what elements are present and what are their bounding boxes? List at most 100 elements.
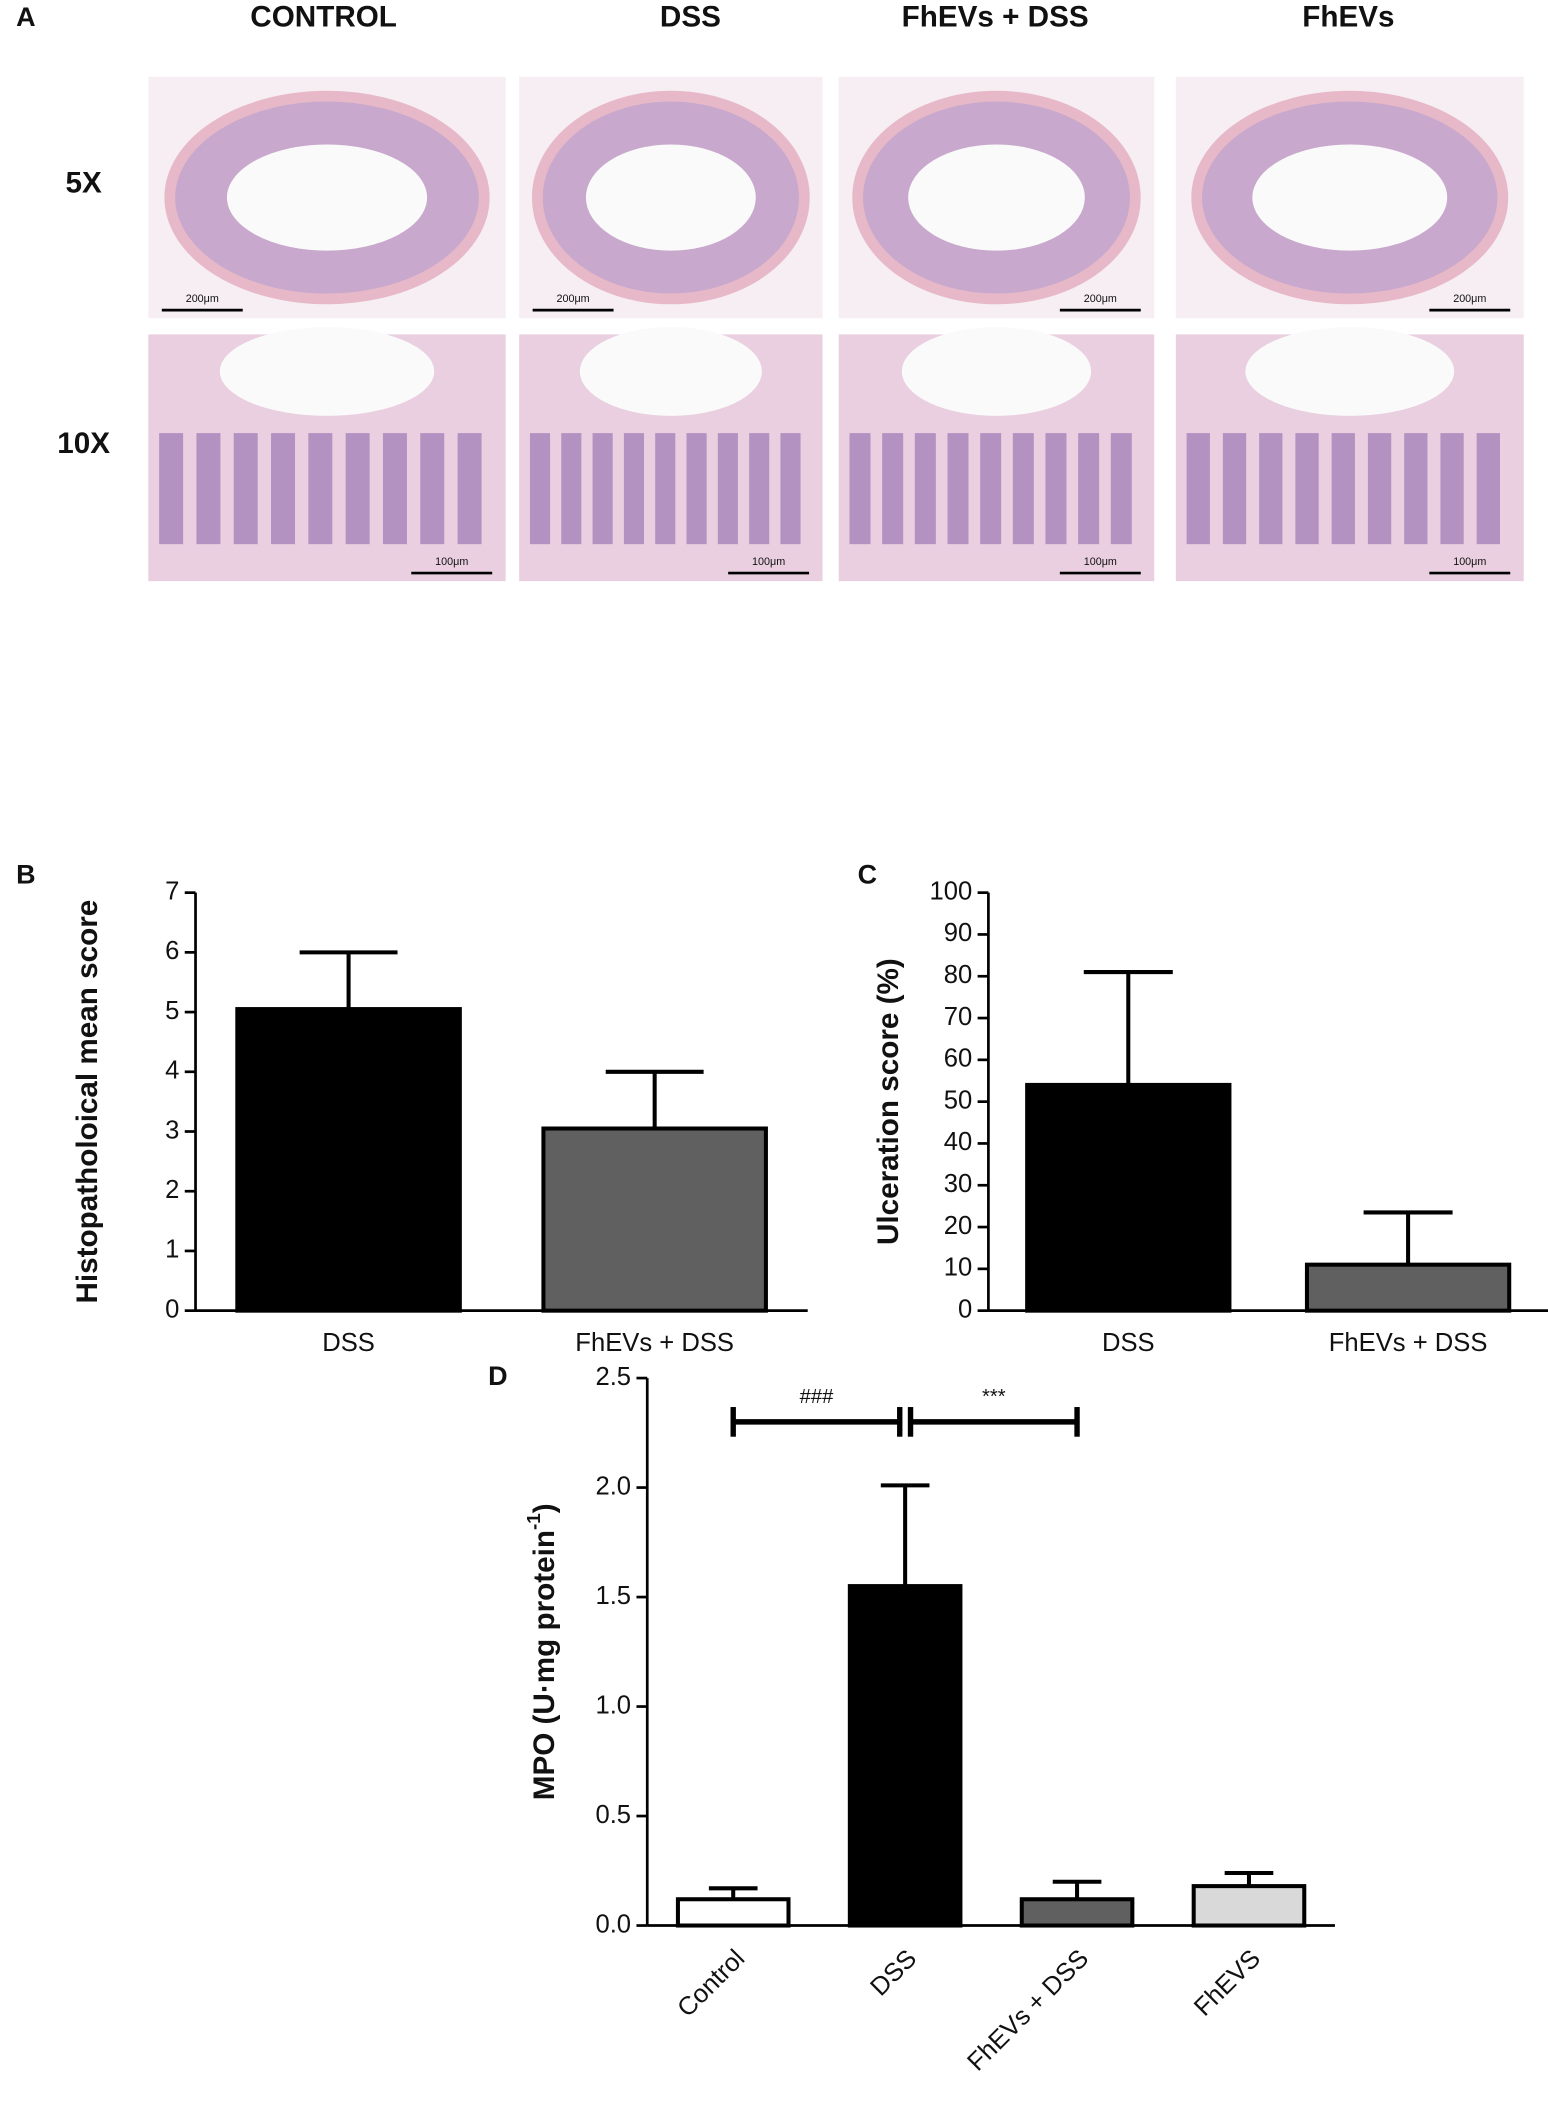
lumen (901, 327, 1092, 416)
crypt (1404, 433, 1428, 545)
lumen (908, 144, 1085, 251)
y-tick-label: 1.0 (595, 1691, 631, 1719)
lumen (1245, 327, 1455, 416)
crypt (529, 433, 551, 545)
lumen (226, 144, 428, 251)
scale-label: 100μm (752, 556, 785, 568)
crypt (457, 433, 482, 545)
x-tick-label: Control (672, 1944, 750, 2022)
crypt (780, 433, 801, 545)
y-tick-label: 7 (165, 877, 179, 905)
x-tick-label: FhEVS (1189, 1944, 1266, 2021)
crypt (1295, 433, 1319, 545)
crypt (749, 433, 770, 545)
y-tick-label: 1 (165, 1236, 179, 1264)
scale-label: 200μm (557, 293, 590, 305)
crypt (655, 433, 676, 545)
y-axis-label-text: MPO (U·mg protein (528, 1530, 561, 1800)
crypt (159, 433, 184, 545)
crypt (1110, 433, 1132, 545)
scale-label: 100μm (435, 556, 468, 568)
crypt (717, 433, 738, 545)
y-tick-label: 2.0 (595, 1472, 631, 1500)
column-header: CONTROL (250, 1, 397, 34)
crypt (914, 433, 936, 545)
y-tick-label: 5 (165, 997, 179, 1025)
crypt (1045, 433, 1067, 545)
scale-label: 100μm (1453, 556, 1486, 568)
y-tick-label: 90 (944, 919, 973, 947)
crypt (882, 433, 904, 545)
y-tick-label: 60 (944, 1045, 973, 1073)
crypt (592, 433, 613, 545)
x-tick-label: FhEVs + DSS (575, 1329, 734, 1357)
x-tick-label: DSS (322, 1329, 375, 1357)
panel-label: C (858, 860, 877, 890)
crypt (233, 433, 258, 545)
x-tick-label: FhEVs + DSS (962, 1944, 1094, 2076)
bar (847, 1584, 963, 1928)
y-tick-label: 3 (165, 1116, 179, 1144)
crypt (1186, 433, 1210, 545)
scale-label: 100μm (1084, 556, 1117, 568)
y-tick-label: 80 (944, 961, 973, 989)
panel-label: B (16, 860, 35, 890)
y-axis-label: Histopatholoical mean score (71, 900, 104, 1304)
lumen (219, 327, 435, 416)
y-tick-label: 100 (929, 877, 972, 905)
crypt (1440, 433, 1464, 545)
crypt (561, 433, 582, 545)
scale-label: 200μm (1453, 293, 1486, 305)
crypt (1012, 433, 1034, 545)
bar (1304, 1262, 1512, 1313)
y-axis-label-suffix: ) (528, 1503, 561, 1513)
bar (541, 1126, 768, 1313)
y-tick-label: 2 (165, 1176, 179, 1204)
significance-label: *** (982, 1386, 1006, 1408)
y-tick-label: 40 (944, 1128, 973, 1156)
crypt (1078, 433, 1100, 545)
crypt (1367, 433, 1392, 545)
y-tick-label: 30 (944, 1170, 973, 1198)
column-header: FhEVs + DSS (902, 1, 1089, 34)
crypt (980, 433, 1002, 545)
y-tick-label: 70 (944, 1003, 973, 1031)
bar (1025, 1082, 1232, 1313)
y-tick-label: 10 (944, 1254, 973, 1282)
column-header: DSS (660, 1, 721, 34)
crypt (1331, 433, 1355, 545)
crypt (382, 433, 407, 545)
y-tick-label: 4 (165, 1057, 179, 1085)
lumen (579, 327, 762, 416)
y-tick-label: 0 (958, 1295, 972, 1323)
y-tick-label: 2.5 (595, 1363, 631, 1391)
crypt (686, 433, 707, 545)
crypt (1222, 433, 1247, 545)
y-axis-label: Ulceration score (%) (872, 958, 905, 1245)
panel-label: D (488, 1361, 507, 1391)
crypt (1476, 433, 1500, 545)
crypt (196, 433, 221, 545)
y-tick-label: 0 (165, 1295, 179, 1323)
x-tick-label: DSS (865, 1944, 922, 2001)
y-tick-label: 1.5 (595, 1582, 631, 1610)
crypt (1259, 433, 1283, 545)
bar (675, 1897, 791, 1928)
panel-label: A (16, 2, 35, 32)
y-tick-label: 0.0 (595, 1910, 631, 1938)
crypt (623, 433, 645, 545)
bar (1019, 1897, 1135, 1928)
crypt (345, 433, 370, 545)
row-label: 10X (57, 427, 110, 460)
crypt (271, 433, 296, 545)
y-tick-label: 50 (944, 1086, 973, 1114)
lumen (1252, 144, 1448, 251)
bar (1191, 1884, 1307, 1928)
y-tick-label: 6 (165, 937, 179, 965)
x-tick-label: FhEVs + DSS (1329, 1329, 1488, 1357)
crypt (420, 433, 445, 545)
lumen (585, 144, 756, 251)
scale-label: 200μm (186, 293, 219, 305)
